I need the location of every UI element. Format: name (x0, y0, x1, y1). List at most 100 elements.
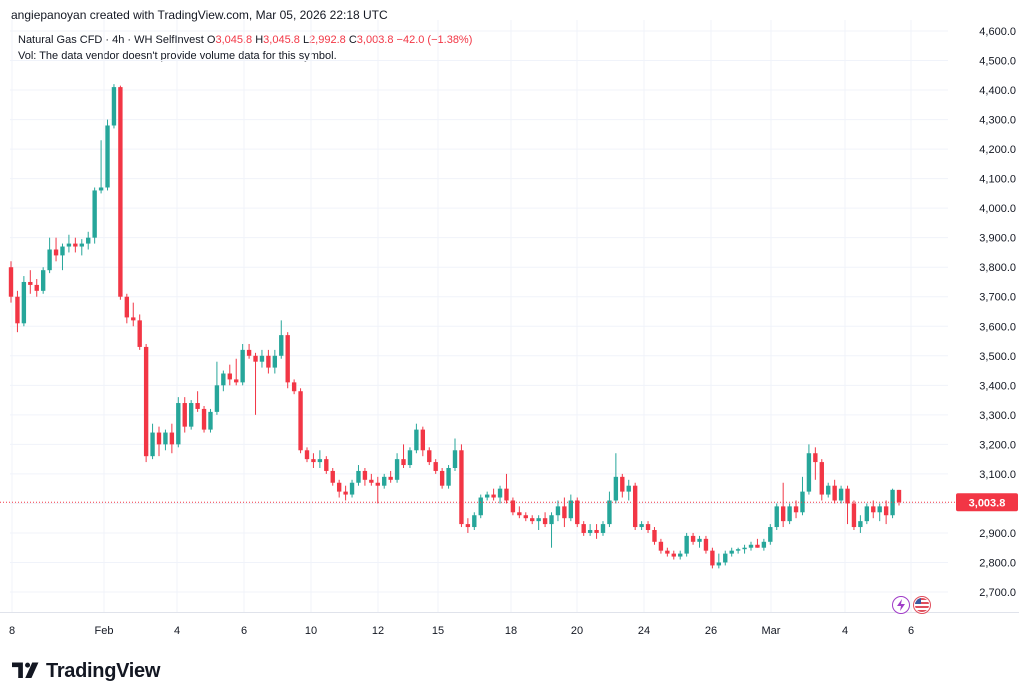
candle-body[interactable] (439, 470, 445, 486)
candle-body[interactable] (53, 249, 59, 256)
candle-body[interactable] (890, 489, 895, 516)
flash-event-icon[interactable] (892, 596, 910, 614)
candle-body[interactable] (330, 470, 335, 483)
candle-body[interactable] (484, 494, 490, 498)
candle-body[interactable] (47, 249, 52, 271)
candle-body[interactable] (433, 462, 438, 471)
candle-body[interactable] (201, 408, 207, 430)
candle-body[interactable] (748, 544, 754, 548)
candle-body[interactable] (562, 506, 567, 519)
candle-body[interactable] (793, 506, 799, 513)
candle-body[interactable] (742, 547, 747, 550)
candle-body[interactable] (465, 524, 471, 528)
candle-body[interactable] (864, 506, 870, 522)
candle-body[interactable] (266, 355, 271, 368)
candle-body[interactable] (311, 459, 316, 463)
candle-body[interactable] (761, 541, 767, 548)
candle-body[interactable] (497, 488, 503, 498)
candle-body[interactable] (362, 470, 368, 480)
candle-body[interactable] (60, 246, 65, 256)
last-price-tag[interactable] (956, 493, 1018, 512)
candle-body[interactable] (356, 470, 361, 483)
candle-body[interactable] (369, 479, 374, 483)
candle-body[interactable] (131, 317, 136, 321)
candle-body[interactable] (542, 518, 548, 525)
us-flag-icon[interactable] (913, 596, 931, 614)
candle-body[interactable] (871, 506, 876, 513)
candle-body[interactable] (755, 544, 760, 548)
symbol-name[interactable]: Natural Gas CFD · 4h · WH SelfInvest (18, 34, 204, 46)
candle-body[interactable] (8, 267, 14, 297)
candle-body[interactable] (658, 541, 664, 551)
candle-body[interactable] (883, 506, 889, 516)
candle-body[interactable] (613, 476, 619, 501)
candle-body[interactable] (343, 491, 348, 495)
candle-body[interactable] (143, 346, 149, 457)
candle-body[interactable] (581, 524, 586, 533)
candle-body[interactable] (607, 500, 612, 525)
candle-body[interactable] (632, 485, 638, 528)
candle-body[interactable] (317, 459, 323, 463)
candle-body[interactable] (150, 432, 155, 457)
candle-body[interactable] (723, 553, 728, 563)
candle-body[interactable] (163, 432, 168, 445)
candle-body[interactable] (826, 485, 831, 495)
candle-body[interactable] (188, 403, 194, 427)
candle-body[interactable] (851, 503, 857, 528)
candle-body[interactable] (491, 494, 496, 498)
candle-body[interactable] (324, 459, 329, 471)
symbol-legend[interactable]: Natural Gas CFD · 4h · WH SelfInvest O3,… (18, 34, 472, 46)
candle-body[interactable] (156, 432, 162, 445)
candle-body[interactable] (896, 489, 902, 503)
candle-body[interactable] (92, 190, 97, 238)
candle-body[interactable] (729, 550, 734, 554)
candle-body[interactable] (690, 535, 696, 542)
candle-body[interactable] (555, 506, 561, 516)
candle-body[interactable] (800, 491, 805, 513)
candle-body[interactable] (787, 506, 792, 522)
candle-body[interactable] (600, 524, 606, 533)
candle-body[interactable] (169, 432, 175, 445)
candle-body[interactable] (575, 500, 580, 525)
candle-body[interactable] (388, 476, 393, 480)
candle-body[interactable] (124, 296, 130, 318)
candle-body[interactable] (587, 529, 593, 533)
candle-body[interactable] (414, 429, 419, 451)
candle-body[interactable] (40, 270, 46, 291)
candle-body[interactable] (639, 524, 644, 528)
candle-body[interactable] (285, 335, 290, 383)
candle-body[interactable] (735, 549, 741, 551)
candle-body[interactable] (478, 497, 483, 516)
candle-body[interactable] (349, 482, 355, 495)
candle-body[interactable] (678, 553, 683, 557)
tradingview-brand[interactable]: TradingView (12, 658, 160, 684)
candle-body[interactable] (304, 450, 310, 460)
candle-body[interactable] (21, 281, 27, 324)
candle-body[interactable] (504, 488, 509, 501)
candle-body[interactable] (671, 553, 676, 557)
candle-body[interactable] (838, 488, 844, 501)
candle-body[interactable] (813, 453, 818, 463)
candle-body[interactable] (86, 237, 91, 244)
candle-body[interactable] (684, 535, 689, 554)
candle-body[interactable] (806, 453, 812, 492)
candle-body[interactable] (253, 355, 258, 362)
candle-body[interactable] (105, 125, 110, 188)
candle-body[interactable] (568, 500, 574, 519)
candle-body[interactable] (530, 518, 535, 522)
candle-body[interactable] (227, 373, 232, 380)
candle-body[interactable] (407, 450, 413, 466)
candle-body[interactable] (523, 515, 528, 519)
candle-body[interactable] (626, 485, 631, 492)
candle-body[interactable] (182, 403, 187, 427)
candle-body[interactable] (594, 529, 599, 533)
candle-body[interactable] (34, 284, 39, 291)
candle-body[interactable] (780, 506, 786, 522)
candle-body[interactable] (697, 538, 702, 542)
candle-body[interactable] (645, 524, 651, 530)
candle-body[interactable] (98, 187, 104, 191)
candle-body[interactable] (845, 488, 850, 504)
candle-body[interactable] (79, 243, 84, 247)
candle-body[interactable] (195, 403, 200, 409)
candle-body[interactable] (536, 518, 541, 522)
